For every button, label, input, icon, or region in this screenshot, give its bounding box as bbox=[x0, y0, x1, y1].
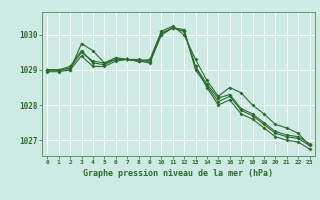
X-axis label: Graphe pression niveau de la mer (hPa): Graphe pression niveau de la mer (hPa) bbox=[84, 169, 273, 178]
